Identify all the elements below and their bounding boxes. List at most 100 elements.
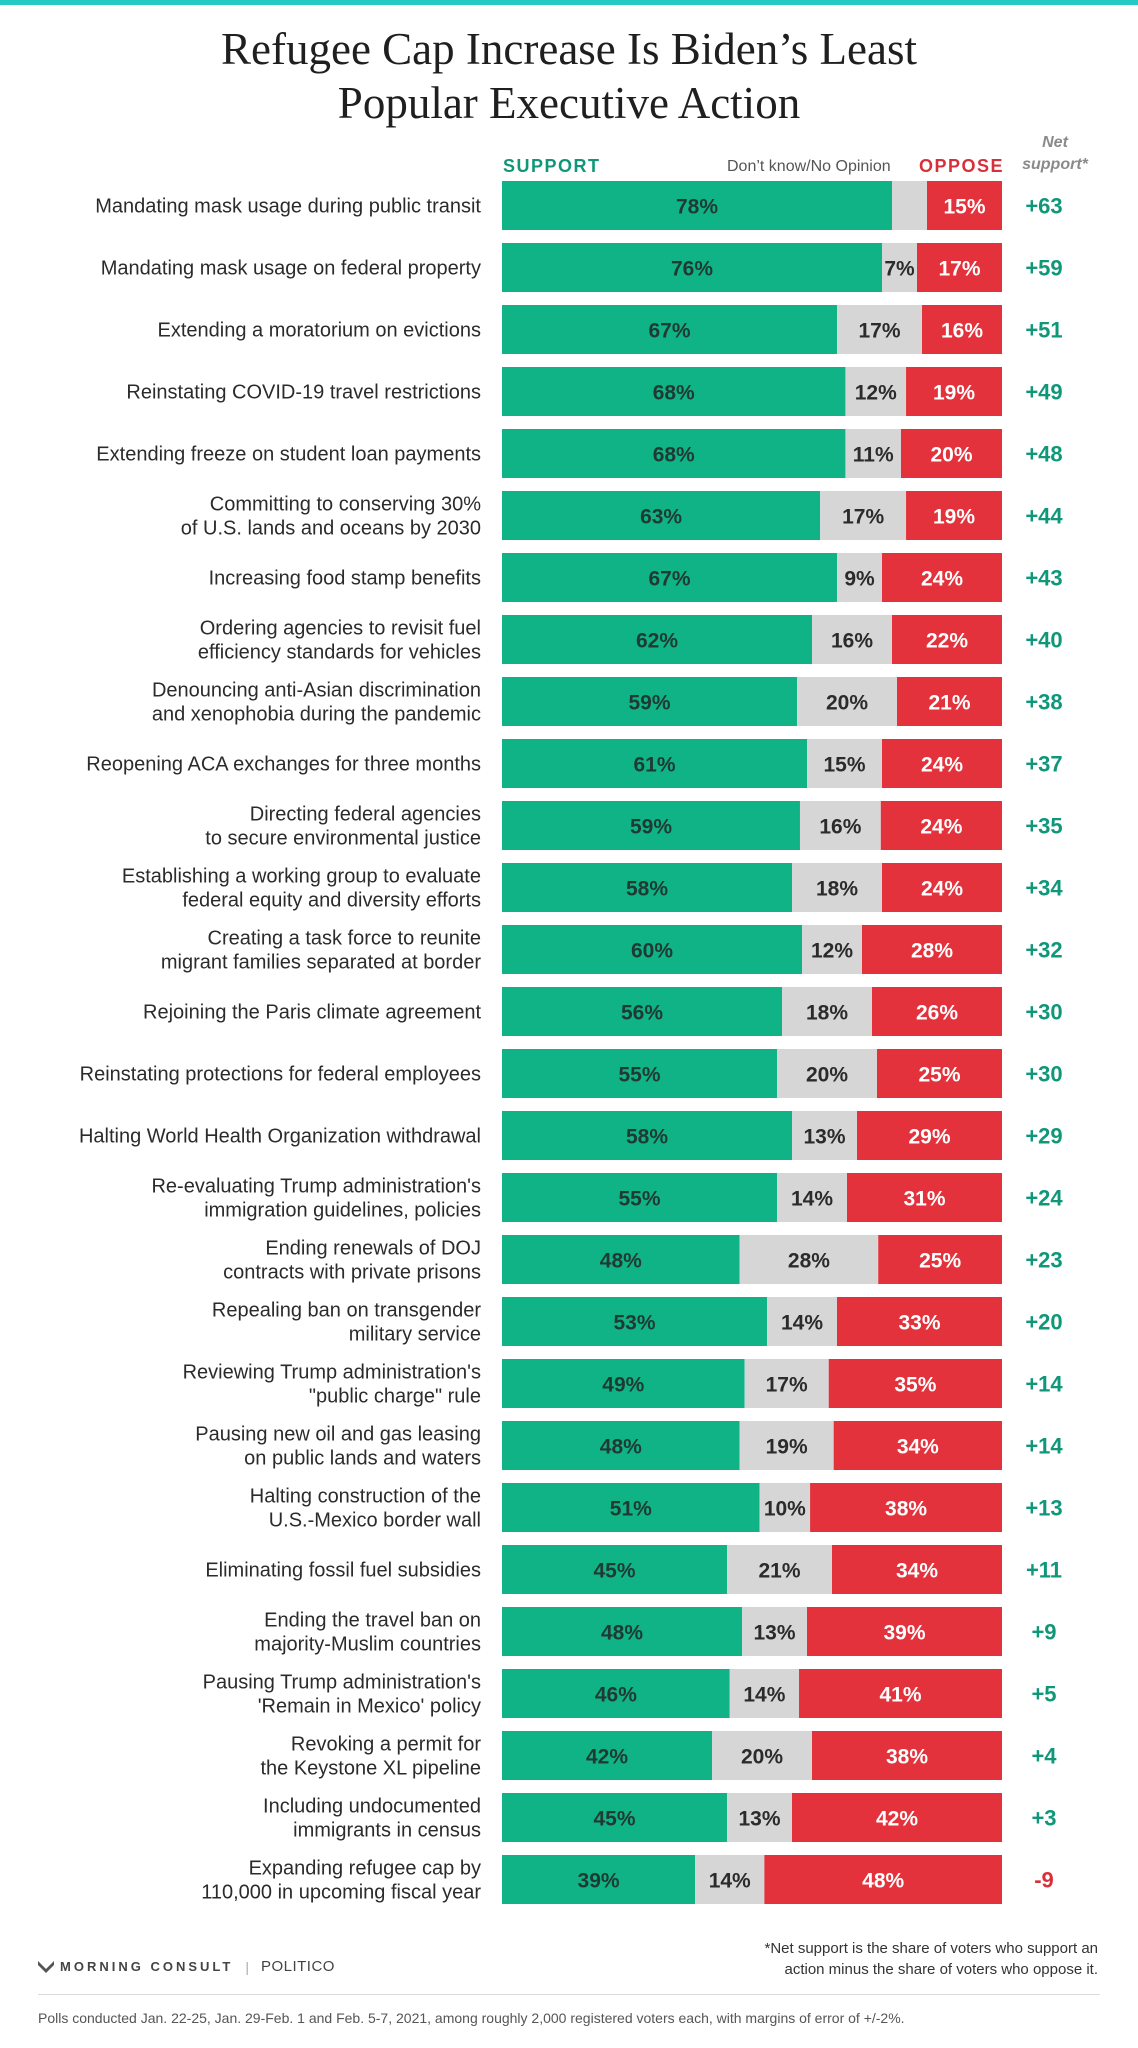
oppose-value-label: 24% (921, 754, 963, 777)
dont-know-bar (820, 491, 907, 540)
dont-know-bar (767, 1297, 837, 1346)
dont-know-bar (777, 1049, 877, 1098)
net-support-value: +13 (1025, 1496, 1062, 1521)
row-label: Mandating mask usage on federal property (101, 258, 481, 280)
oppose-header: OPPOSE (919, 156, 1005, 176)
row-label: of U.S. lands and oceans by 2030 (181, 518, 481, 540)
oppose-bar (792, 1793, 1002, 1842)
dont-know-bar (845, 367, 907, 416)
net-support-value: +51 (1025, 318, 1062, 343)
oppose-value-label: 19% (933, 506, 975, 529)
dont-know-bar (802, 925, 862, 974)
dont-know-bar (797, 677, 897, 726)
support-value-label: 48% (601, 1622, 643, 1645)
dont-know-value-label: 18% (816, 878, 858, 901)
row-label: Eliminating fossil fuel subsidies (205, 1560, 481, 1582)
row-label: Extending a moratorium on evictions (158, 320, 482, 342)
support-bar (502, 1235, 740, 1284)
row-label: Rejoining the Paris climate agreement (143, 1002, 481, 1024)
oppose-bar (892, 615, 1002, 664)
oppose-value-label: 16% (941, 320, 983, 343)
support-value-label: 58% (626, 1126, 668, 1149)
oppose-value-label: 34% (896, 1560, 938, 1583)
oppose-value-label: 24% (921, 568, 963, 591)
row-label: Ordering agencies to revisit fuel (200, 618, 481, 640)
support-bar (502, 1793, 727, 1842)
dont-know-bar (727, 1793, 792, 1842)
footnote-line-2: action minus the share of voters who opp… (784, 1961, 1098, 1978)
chart-title: Refugee Cap Increase Is Biden’s Least Po… (0, 22, 1138, 130)
support-value-label: 48% (600, 1436, 642, 1459)
row-label: immigrants in census (293, 1820, 481, 1842)
row-label: Mandating mask usage during public trans… (95, 196, 481, 218)
oppose-value-label: 38% (885, 1498, 927, 1521)
support-value-label: 67% (648, 320, 690, 343)
row-label: Pausing new oil and gas leasing (195, 1424, 481, 1446)
net-support-value: +29 (1025, 1124, 1062, 1149)
dont-know-bar (837, 305, 922, 354)
net-support-value: +63 (1025, 194, 1062, 219)
support-value-label: 45% (593, 1560, 635, 1583)
row-label: Ending renewals of DOJ (265, 1238, 481, 1260)
row-label: the Keystone XL pipeline (260, 1758, 481, 1780)
dont-know-value-label: 17% (766, 1374, 808, 1397)
oppose-bar (810, 1483, 1002, 1532)
politico-wordmark: POLITICO (260, 1958, 335, 1975)
net-support-value: +9 (1031, 1620, 1056, 1645)
net-header-line-1: Net (1042, 134, 1068, 151)
row-label: immigration guidelines, policies (204, 1200, 481, 1222)
oppose-value-label: 15% (943, 196, 985, 219)
support-value-label: 68% (653, 444, 695, 467)
support-value-label: 59% (628, 692, 670, 715)
brand-separator: | (245, 1958, 249, 1975)
row-label: Extending freeze on student loan payment… (96, 444, 481, 466)
row-label: contracts with private prisons (223, 1262, 481, 1284)
dont-know-bar (712, 1731, 812, 1780)
net-support-value: +40 (1025, 628, 1062, 653)
oppose-bar (857, 1111, 1002, 1160)
dont-know-value-label: 17% (858, 320, 900, 343)
support-bar (502, 739, 807, 788)
row-label: Establishing a working group to evaluate (122, 866, 481, 888)
dont-know-value-label: 14% (709, 1870, 751, 1893)
brand-footer: MORNING CONSULT | POLITICO (38, 1958, 335, 1975)
dont-know-bar (759, 1483, 811, 1532)
stacked-bar-chart: Mandating mask usage during public trans… (79, 181, 1063, 1904)
net-support-header: Net support* (1018, 132, 1092, 176)
oppose-bar (882, 739, 1002, 788)
support-bar (502, 1607, 742, 1656)
dont-know-bar (782, 987, 872, 1036)
support-value-label: 59% (630, 816, 672, 839)
row-label: Creating a task force to reunite (208, 928, 481, 950)
support-bar (502, 1111, 792, 1160)
support-bar (502, 863, 792, 912)
net-support-value: +30 (1025, 1000, 1062, 1025)
dont-know-value-label: 7% (884, 258, 915, 281)
oppose-value-label: 38% (886, 1746, 928, 1769)
row-label: Denouncing anti-Asian discrimination (152, 680, 481, 702)
oppose-value-label: 35% (894, 1374, 936, 1397)
support-value-label: 67% (648, 568, 690, 591)
dont-know-value-label: 14% (743, 1684, 785, 1707)
row-label: "public charge" rule (309, 1386, 481, 1408)
oppose-bar (832, 1545, 1002, 1594)
dont-know-bar (777, 1173, 847, 1222)
net-support-value: +14 (1025, 1434, 1063, 1459)
row-label: federal equity and diversity efforts (182, 890, 481, 912)
oppose-bar (812, 1731, 1002, 1780)
oppose-bar (764, 1855, 1002, 1904)
support-value-label: 63% (640, 506, 682, 529)
dont-know-bar (739, 1421, 834, 1470)
title-line-1: Refugee Cap Increase Is Biden’s Least (221, 24, 917, 74)
row-label: Revoking a permit for (291, 1734, 481, 1756)
row-label: to secure environmental justice (205, 828, 481, 850)
oppose-value-label: 21% (928, 692, 970, 715)
support-bar (502, 801, 800, 850)
support-bar (502, 181, 892, 230)
dont-know-bar (792, 1111, 857, 1160)
support-value-label: 39% (578, 1870, 620, 1893)
oppose-value-label: 31% (903, 1188, 945, 1211)
support-value-label: 42% (586, 1746, 628, 1769)
net-support-footnote: *Net support is the share of voters who … (690, 1938, 1098, 1980)
support-value-label: 62% (636, 630, 678, 653)
